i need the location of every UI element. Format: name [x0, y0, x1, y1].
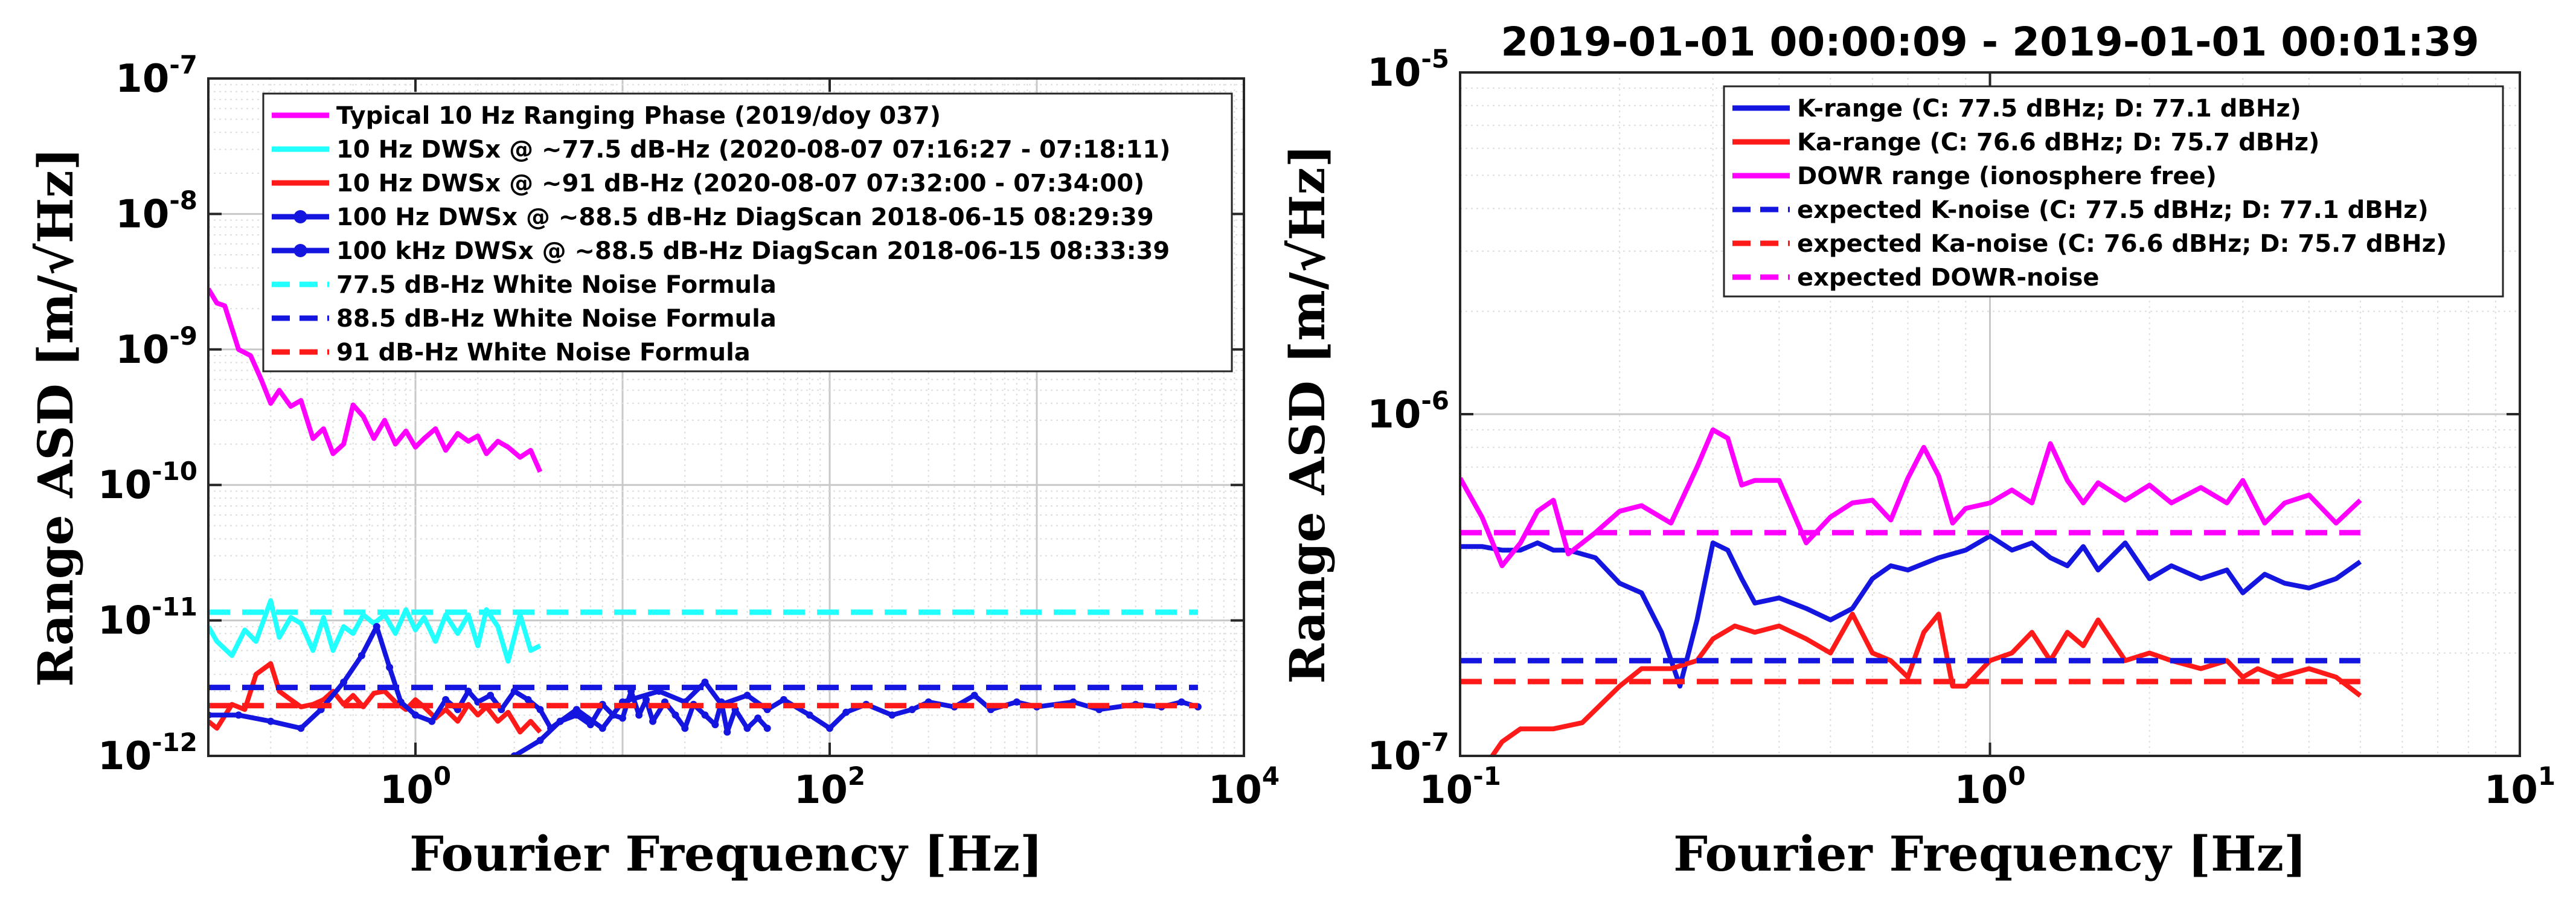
legend-label-4: 100 kHz DWSx @ ~88.5 dB-Hz DiagScan 2018…	[336, 237, 1170, 265]
series-3-marker	[386, 664, 394, 671]
x-tick-label: 102	[794, 761, 865, 813]
y-tick-label: 10-6	[1367, 386, 1449, 437]
series-3-marker	[743, 724, 751, 732]
legend-label-0: K-range (C: 77.5 dBHz; D: 77.1 dBHz)	[1797, 95, 2301, 123]
x-tick-label: 101	[2484, 761, 2555, 813]
y-tick-label: 10-5	[1367, 44, 1449, 95]
series-3-marker	[487, 691, 495, 699]
series-3-marker	[701, 711, 709, 719]
legend-label-7: 91 dB-Hz White Noise Formula	[336, 339, 751, 366]
series-3-marker	[373, 622, 380, 630]
y-tick-label: 10-9	[115, 321, 197, 373]
series-4-marker	[780, 696, 787, 703]
legend-label-2: 10 Hz DWSx @ ~91 dB-Hz (2020-08-07 07:32…	[336, 170, 1144, 197]
series-3-marker	[635, 711, 643, 719]
legend-box	[1723, 85, 2504, 298]
series-group	[1460, 427, 2362, 756]
axes-frame	[207, 77, 1245, 757]
series-group	[208, 287, 1202, 756]
legend-label-1: Ka-range (C: 76.6 dBHz; D: 75.7 dBHz)	[1797, 129, 2319, 156]
right-plot: 10-1 100 101 10-7 10-6 10-5 Fourier Frequency …	[1279, 19, 2555, 882]
series-4-marker	[908, 706, 916, 714]
y-tick-label: 10-7	[1367, 728, 1449, 779]
series-3-marker	[536, 706, 544, 714]
legend-label-2: DOWR range (ionosphere free)	[1797, 162, 2217, 190]
legend-label-1: 10 Hz DWSx @ ~77.5 dB-Hz (2020-08-07 07:…	[336, 136, 1170, 164]
series-line-0	[208, 287, 543, 473]
series-3-marker	[649, 717, 657, 725]
legend: Typical 10 Hz Ranging Phase (2019/doy 03…	[262, 92, 1233, 373]
series-4-marker	[970, 691, 978, 699]
y-tick-label: 10-8	[115, 185, 197, 237]
y-tick-label: 10-12	[98, 728, 197, 779]
x-tick-label: 100	[1954, 761, 2025, 813]
legend-marker-4	[293, 244, 307, 257]
series-4-marker	[701, 678, 709, 686]
legend-box	[262, 92, 1233, 373]
series-3-marker	[671, 711, 679, 719]
legend-label-3: expected K-noise (C: 77.5 dBHz; D: 77.1 …	[1797, 196, 2429, 224]
y-tick-label: 10-11	[98, 592, 197, 644]
y-axis-label: Range ASD [m/√Hz]	[1279, 144, 1336, 683]
series-4-marker	[1013, 698, 1020, 706]
y-axis-label: Range ASD [m/√Hz]	[27, 147, 84, 686]
series-3-marker	[297, 724, 305, 732]
series-4-marker	[1177, 698, 1185, 706]
legend-label-5: 77.5 dB-Hz White Noise Formula	[336, 271, 777, 299]
x-axis-label: Fourier Frequency [Hz]	[409, 825, 1043, 882]
series-4-marker	[556, 717, 564, 725]
series-3-marker	[412, 711, 419, 719]
x-tick-label: 10-1	[1419, 761, 1501, 813]
series-3-marker	[711, 721, 719, 729]
series-3-marker	[357, 651, 365, 659]
series-3-marker	[442, 696, 450, 703]
legend-label-6: 88.5 dB-Hz White Noise Formula	[336, 305, 777, 333]
series-4-marker	[826, 724, 833, 732]
series-3-marker	[267, 717, 275, 725]
legend-label-0: Typical 10 Hz Ranging Phase (2019/doy 03…	[336, 102, 941, 130]
y-tick-label: 10-7	[115, 50, 197, 101]
series-4-marker	[806, 711, 813, 719]
x-axis-label: Fourier Frequency [Hz]	[1673, 825, 2307, 882]
legend: K-range (C: 77.5 dBHz; D: 77.1 dBHz) Ka-r…	[1723, 85, 2504, 298]
series-line-0	[1460, 533, 2362, 689]
series-line-1	[1490, 612, 2362, 756]
legend-marker-3	[293, 210, 307, 223]
series-4-marker	[598, 724, 606, 732]
series-4-marker	[888, 711, 896, 719]
x-tick-label: 104	[1208, 761, 1280, 813]
series-3-marker	[428, 717, 436, 725]
series-3-marker	[754, 714, 762, 722]
series-3-marker	[763, 724, 771, 732]
y-tick-label: 10-10	[98, 456, 197, 508]
series-3-marker	[681, 724, 689, 732]
legend-label-5: expected DOWR-noise	[1797, 264, 2100, 292]
series-3-marker	[235, 711, 243, 719]
series-3-marker	[619, 714, 626, 722]
series-line-1	[208, 598, 542, 664]
legend-label-3: 100 Hz DWSx @ ~88.5 dB-Hz DiagScan 2018-…	[336, 203, 1154, 231]
series-4-marker	[572, 706, 580, 714]
series-3-marker	[524, 696, 532, 703]
series-3-marker	[340, 678, 348, 686]
left-plot: 100 102 104 10-12 10-11 10-10 10-9 10-8 10-7 Four…	[27, 50, 1280, 882]
series-line-2	[1460, 427, 2362, 569]
series-3-marker	[723, 728, 731, 736]
series-4-marker	[842, 708, 850, 716]
series-4-marker	[743, 691, 751, 699]
legend-label-4: expected Ka-noise (C: 76.6 dBHz; D: 75.7…	[1797, 230, 2447, 258]
chart-title: 2019-01-01 00:00:09 - 2019-01-01 00:01:3…	[1501, 19, 2479, 65]
series-4-marker	[536, 737, 544, 744]
x-tick-label: 100	[380, 761, 451, 813]
